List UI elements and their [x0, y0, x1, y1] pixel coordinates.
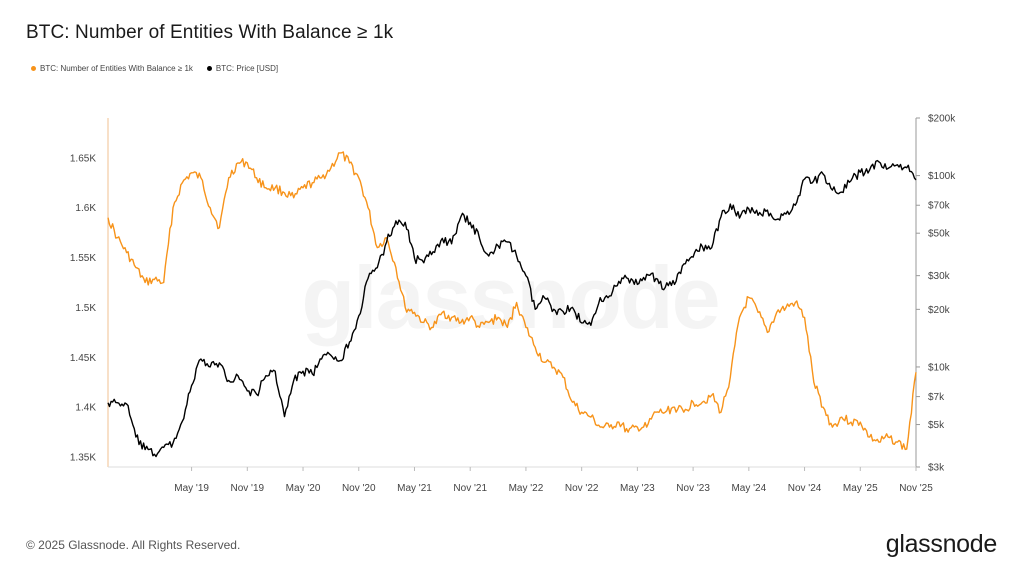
legend-label-entities: BTC: Number of Entities With Balance ≥ 1… [40, 64, 193, 73]
x-tick-label: Nov '21 [453, 483, 487, 494]
chart-lines [107, 151, 917, 458]
y-right-tick-label: $30k [928, 271, 951, 282]
y-right-tick-label: $100k [928, 171, 956, 182]
y-right-tick-label: $200k [928, 114, 956, 125]
x-tick-label: May '25 [843, 483, 878, 494]
y-right-tick-label: $5k [928, 420, 945, 431]
x-tick-label: Nov '22 [565, 483, 599, 494]
chart-axes: 1.35K 1.4K 1.45K 1.5K 1.55K 1.6K 1.65K $3k $5k $7… [70, 114, 956, 495]
price-series-line [107, 159, 917, 458]
y-left-tick-label: 1.6K [75, 203, 96, 214]
x-tick-label: May '20 [286, 483, 321, 494]
y-right-tick-label: $20k [928, 305, 951, 316]
y-left-tick-label: 1.5K [75, 303, 96, 314]
y-right-tick-label: $50k [928, 229, 951, 240]
x-tick-label: May '23 [620, 483, 655, 494]
y-left-tick-label: 1.35K [70, 453, 96, 464]
legend-item-entities[interactable]: BTC: Number of Entities With Balance ≥ 1… [31, 64, 193, 73]
chart-title: BTC: Number of Entities With Balance ≥ 1… [26, 22, 394, 43]
y-left-tick-label: 1.45K [70, 353, 96, 364]
y-left-tick-label: 1.55K [70, 253, 96, 264]
legend-dot-orange-icon [31, 66, 36, 71]
entities-series-line [107, 151, 917, 451]
y-right-tick-label: $3k [928, 463, 945, 474]
x-tick-label: May '22 [509, 483, 544, 494]
x-tick-label: May '21 [397, 483, 432, 494]
glassnode-logo[interactable]: glassnode [885, 530, 998, 558]
y-right-tick-label: $7k [928, 392, 945, 403]
x-tick-label: Nov '25 [899, 483, 933, 494]
legend-label-price: BTC: Price [USD] [215, 64, 279, 73]
legend-dot-black-icon [206, 66, 212, 71]
x-tick-label: Nov '19 [231, 483, 265, 494]
y-right-tick-label: $10k [928, 362, 951, 373]
x-tick-label: May '19 [174, 483, 209, 494]
legend-item-price[interactable]: BTC: Price [USD] [206, 64, 279, 73]
y-right-tick-label: $70k [928, 201, 951, 212]
legend: BTC: Number of Entities With Balance ≥ 1… [31, 64, 278, 73]
x-tick-label: May '24 [731, 483, 766, 494]
x-tick-label: Nov '24 [788, 483, 822, 494]
copyright-text: © 2025 Glassnode. All Rights Reserved. [26, 538, 241, 552]
y-left-tick-label: 1.65K [70, 153, 96, 164]
x-tick-label: Nov '23 [676, 483, 710, 494]
y-left-tick-label: 1.4K [75, 403, 96, 414]
x-tick-label: Nov '20 [342, 483, 376, 494]
watermark-text: glassnode [301, 248, 718, 347]
